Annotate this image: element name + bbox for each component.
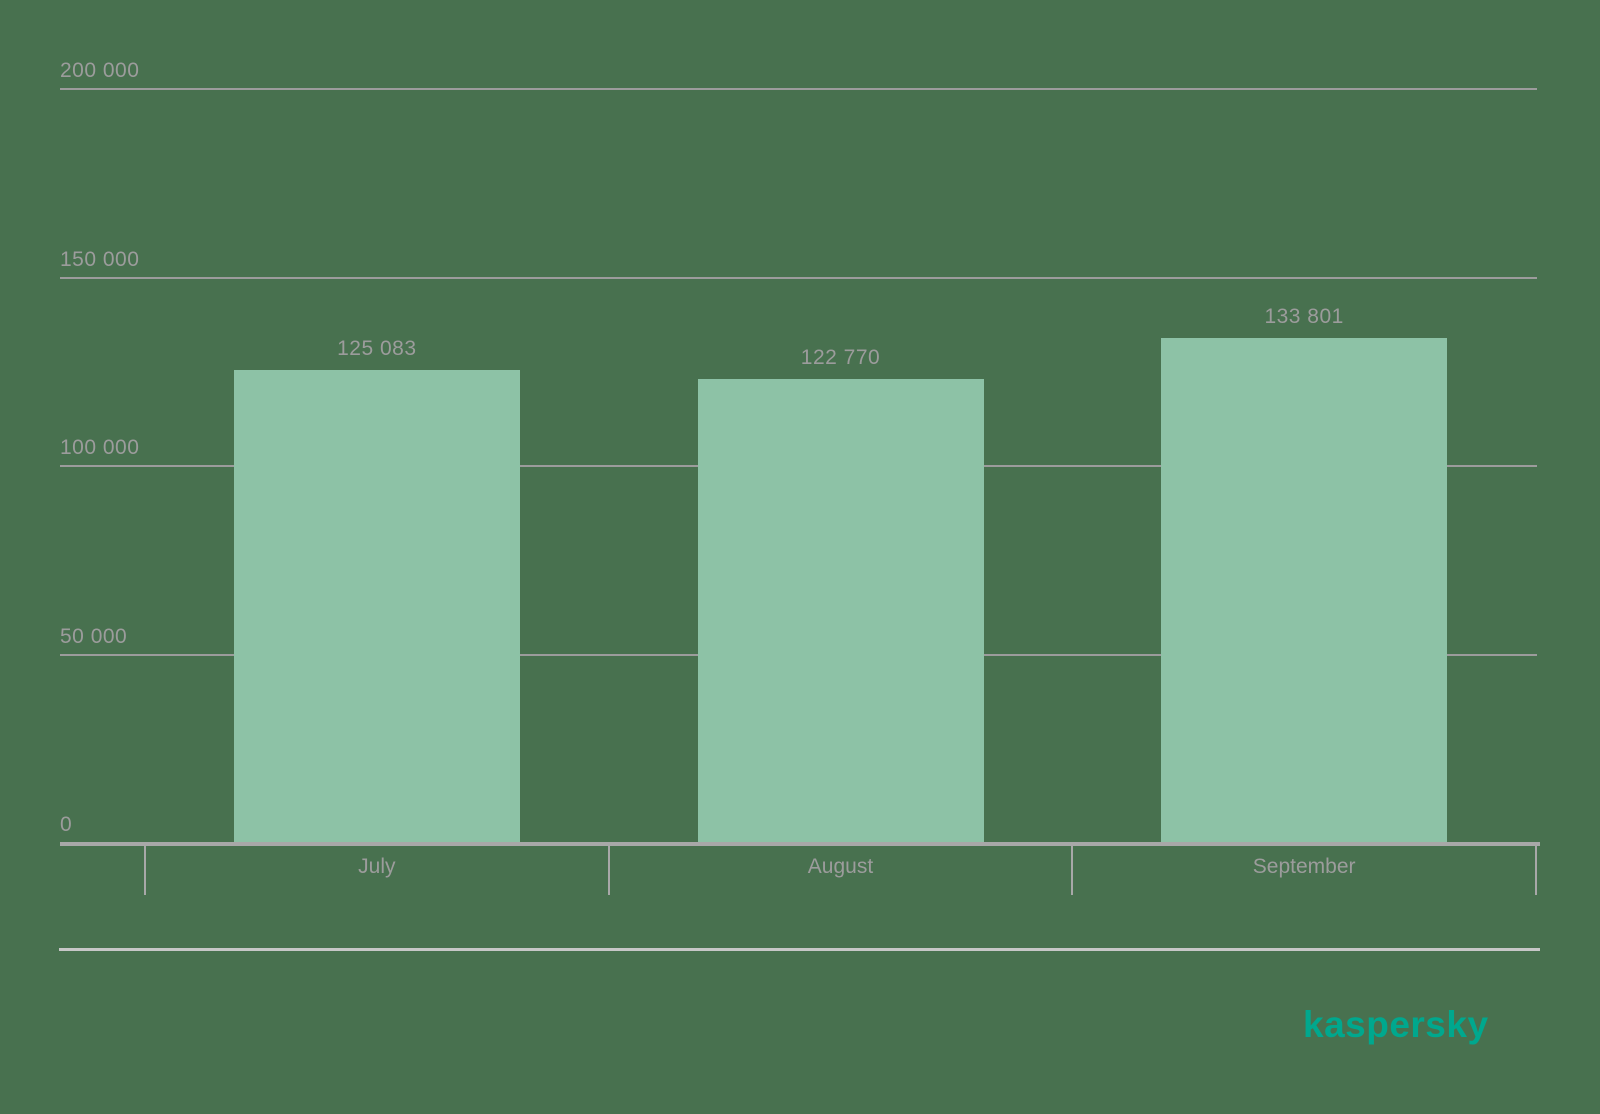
kaspersky-logo: kaspersky — [1303, 1004, 1489, 1045]
bar-value-label: 122 770 — [800, 346, 881, 370]
gridline-200000 — [60, 88, 1537, 90]
ytick-label: 0 — [60, 813, 73, 836]
ytick-label: 200 000 — [60, 59, 140, 82]
bar-september — [1161, 337, 1448, 842]
axis-tick — [607, 846, 610, 895]
category-label-july: July — [358, 855, 396, 878]
x-axis-line — [60, 842, 1540, 846]
ytick-label: 50 000 — [60, 624, 128, 648]
gridline-150000 — [60, 276, 1537, 279]
bar-value-label: 125 083 — [337, 337, 417, 361]
category-label-august: August — [807, 855, 874, 878]
ytick-label: 100 000 — [60, 436, 140, 459]
bar-value-label: 133 801 — [1264, 304, 1344, 328]
category-label-september: September — [1252, 855, 1356, 878]
axis-tick — [1535, 846, 1537, 895]
bar-july — [233, 370, 520, 842]
bar-august — [697, 379, 984, 842]
axis-tick — [144, 846, 146, 895]
axis-tick — [1071, 846, 1074, 895]
footer-divider — [59, 948, 1540, 951]
ytick-label: 150 000 — [60, 247, 140, 271]
